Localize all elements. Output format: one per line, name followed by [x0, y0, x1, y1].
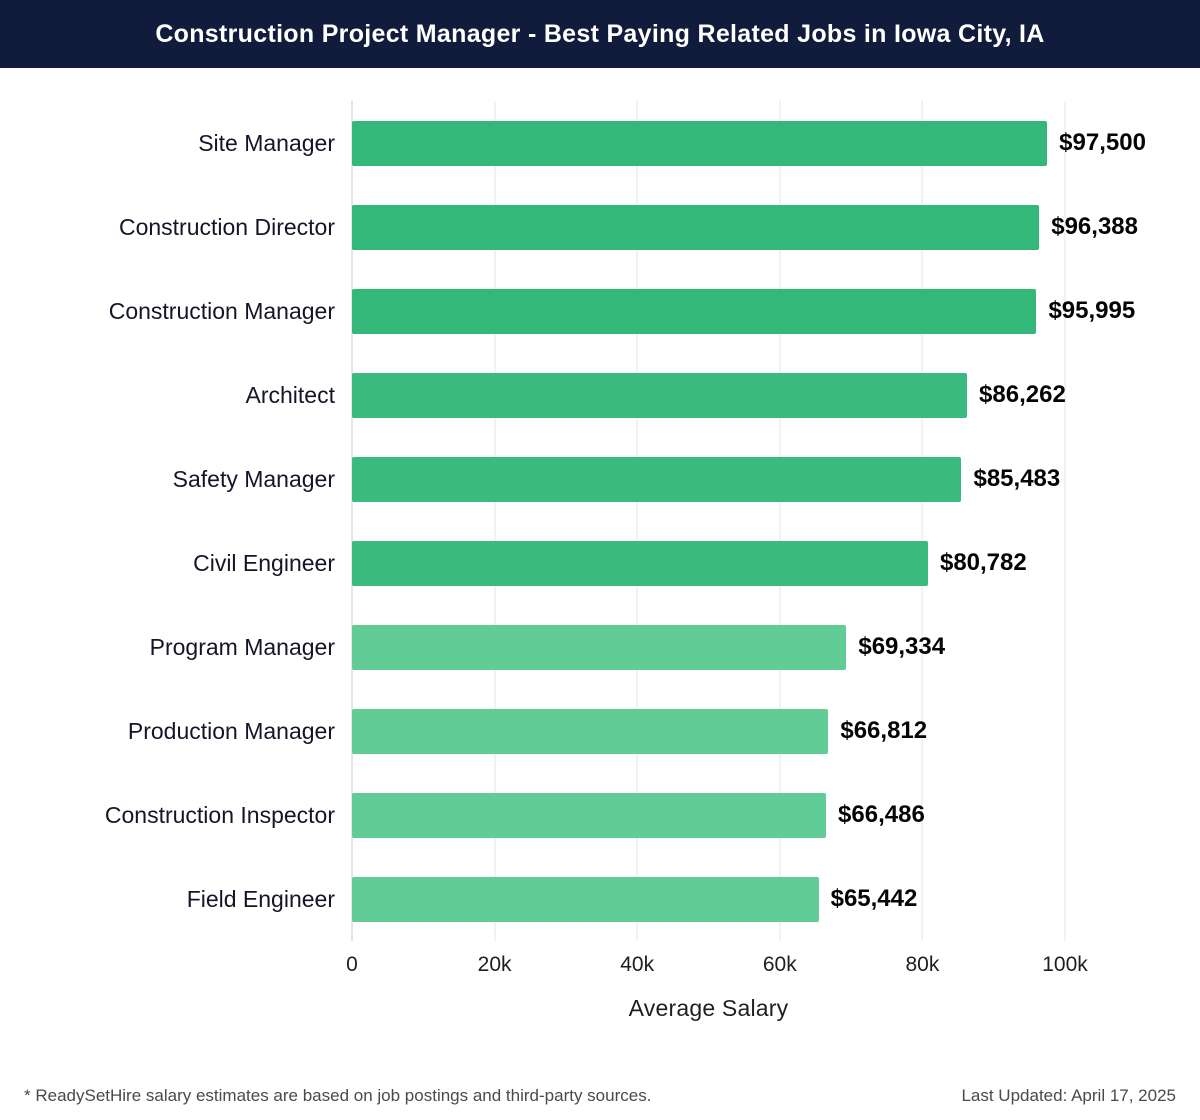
bar[interactable]	[352, 708, 829, 754]
value-label: $65,442	[830, 885, 918, 912]
bar-track: $97,500	[352, 120, 1146, 166]
source-note: * ReadySetHire salary estimates are base…	[24, 1086, 652, 1105]
bar-track: $65,442	[352, 876, 1065, 922]
x-tick-label: 0	[346, 953, 358, 976]
bar-track: $66,486	[352, 792, 1065, 838]
bar-track: $80,782	[352, 540, 1065, 586]
bar[interactable]	[352, 876, 819, 922]
category-label: Construction Inspector	[104, 801, 335, 828]
bar-row: Program Manager $69,334	[0, 605, 1200, 689]
x-tick-label: 20k	[477, 953, 512, 976]
value-label: $80,782	[939, 549, 1027, 576]
category-label: Program Manager	[149, 633, 335, 660]
bar[interactable]	[352, 372, 968, 418]
chart-title: Construction Project Manager - Best Payi…	[155, 19, 1045, 48]
bar-row: Construction Director $96,388	[0, 185, 1200, 269]
x-tick-label: 60k	[762, 953, 797, 976]
value-label: $66,486	[838, 801, 925, 828]
bar-row: Architect $86,262	[0, 353, 1200, 437]
x-tick-label: 40k	[620, 953, 655, 976]
bar-track: $69,334	[352, 624, 1065, 670]
x-tick-label: 80k	[905, 953, 940, 976]
bar-track: $66,812	[352, 708, 1065, 754]
bar-row: Construction Manager $95,995	[0, 269, 1200, 353]
value-label: $95,995	[1048, 297, 1136, 324]
category-label: Architect	[245, 381, 335, 408]
footer: * ReadySetHire salary estimates are base…	[24, 1086, 1176, 1106]
last-updated: Last Updated: April 17, 2025	[961, 1086, 1176, 1105]
bar-row: Production Manager $66,812	[0, 689, 1200, 773]
bar-row: Field Engineer $65,442	[0, 857, 1200, 941]
bar-row: Civil Engineer $80,782	[0, 521, 1200, 605]
category-label: Production Manager	[127, 717, 335, 744]
bar[interactable]	[352, 624, 847, 670]
category-label: Field Engineer	[186, 885, 335, 912]
value-label: $85,483	[973, 465, 1061, 492]
value-label: $96,388	[1051, 213, 1138, 240]
bar-track: $85,483	[352, 456, 1065, 502]
value-label: $66,812	[840, 717, 928, 744]
bar[interactable]	[352, 456, 962, 502]
bar-rows: Site Manager $97,500 Construction Director…	[0, 101, 1200, 941]
value-label: $86,262	[979, 381, 1066, 408]
bar-row: Safety Manager $85,483	[0, 437, 1200, 521]
category-label: Construction Director	[118, 213, 335, 240]
value-label: $69,334	[858, 633, 946, 660]
bar[interactable]	[352, 288, 1037, 334]
x-axis-ticks: 0 20k 40k 60k 80k 100k	[346, 941, 1088, 987]
header-bar: Construction Project Manager - Best Payi…	[0, 0, 1200, 68]
category-label: Safety Manager	[172, 465, 335, 492]
bar[interactable]	[352, 540, 928, 586]
bar-row: Site Manager $97,500	[0, 101, 1200, 185]
bar[interactable]	[352, 204, 1040, 250]
x-tick-label: 100k	[1042, 953, 1088, 976]
plot-area: Site Manager $97,500 Construction Director…	[0, 101, 1200, 941]
value-label: $97,500	[1059, 129, 1146, 156]
bar-track: $96,388	[352, 204, 1138, 250]
bar[interactable]	[352, 120, 1048, 166]
bar-chart: Site Manager $97,500 Construction Director…	[0, 68, 1200, 1022]
bar-track: $95,995	[352, 288, 1135, 334]
category-label: Site Manager	[198, 129, 335, 156]
bar-track: $86,262	[352, 372, 1066, 418]
x-axis-title: Average Salary	[628, 995, 789, 1021]
bar-row: Construction Inspector $66,486	[0, 773, 1200, 857]
category-label: Civil Engineer	[193, 549, 335, 576]
x-axis-title-row: Average Salary	[352, 995, 1065, 1022]
category-label: Construction Manager	[108, 297, 335, 324]
bar[interactable]	[352, 792, 827, 838]
